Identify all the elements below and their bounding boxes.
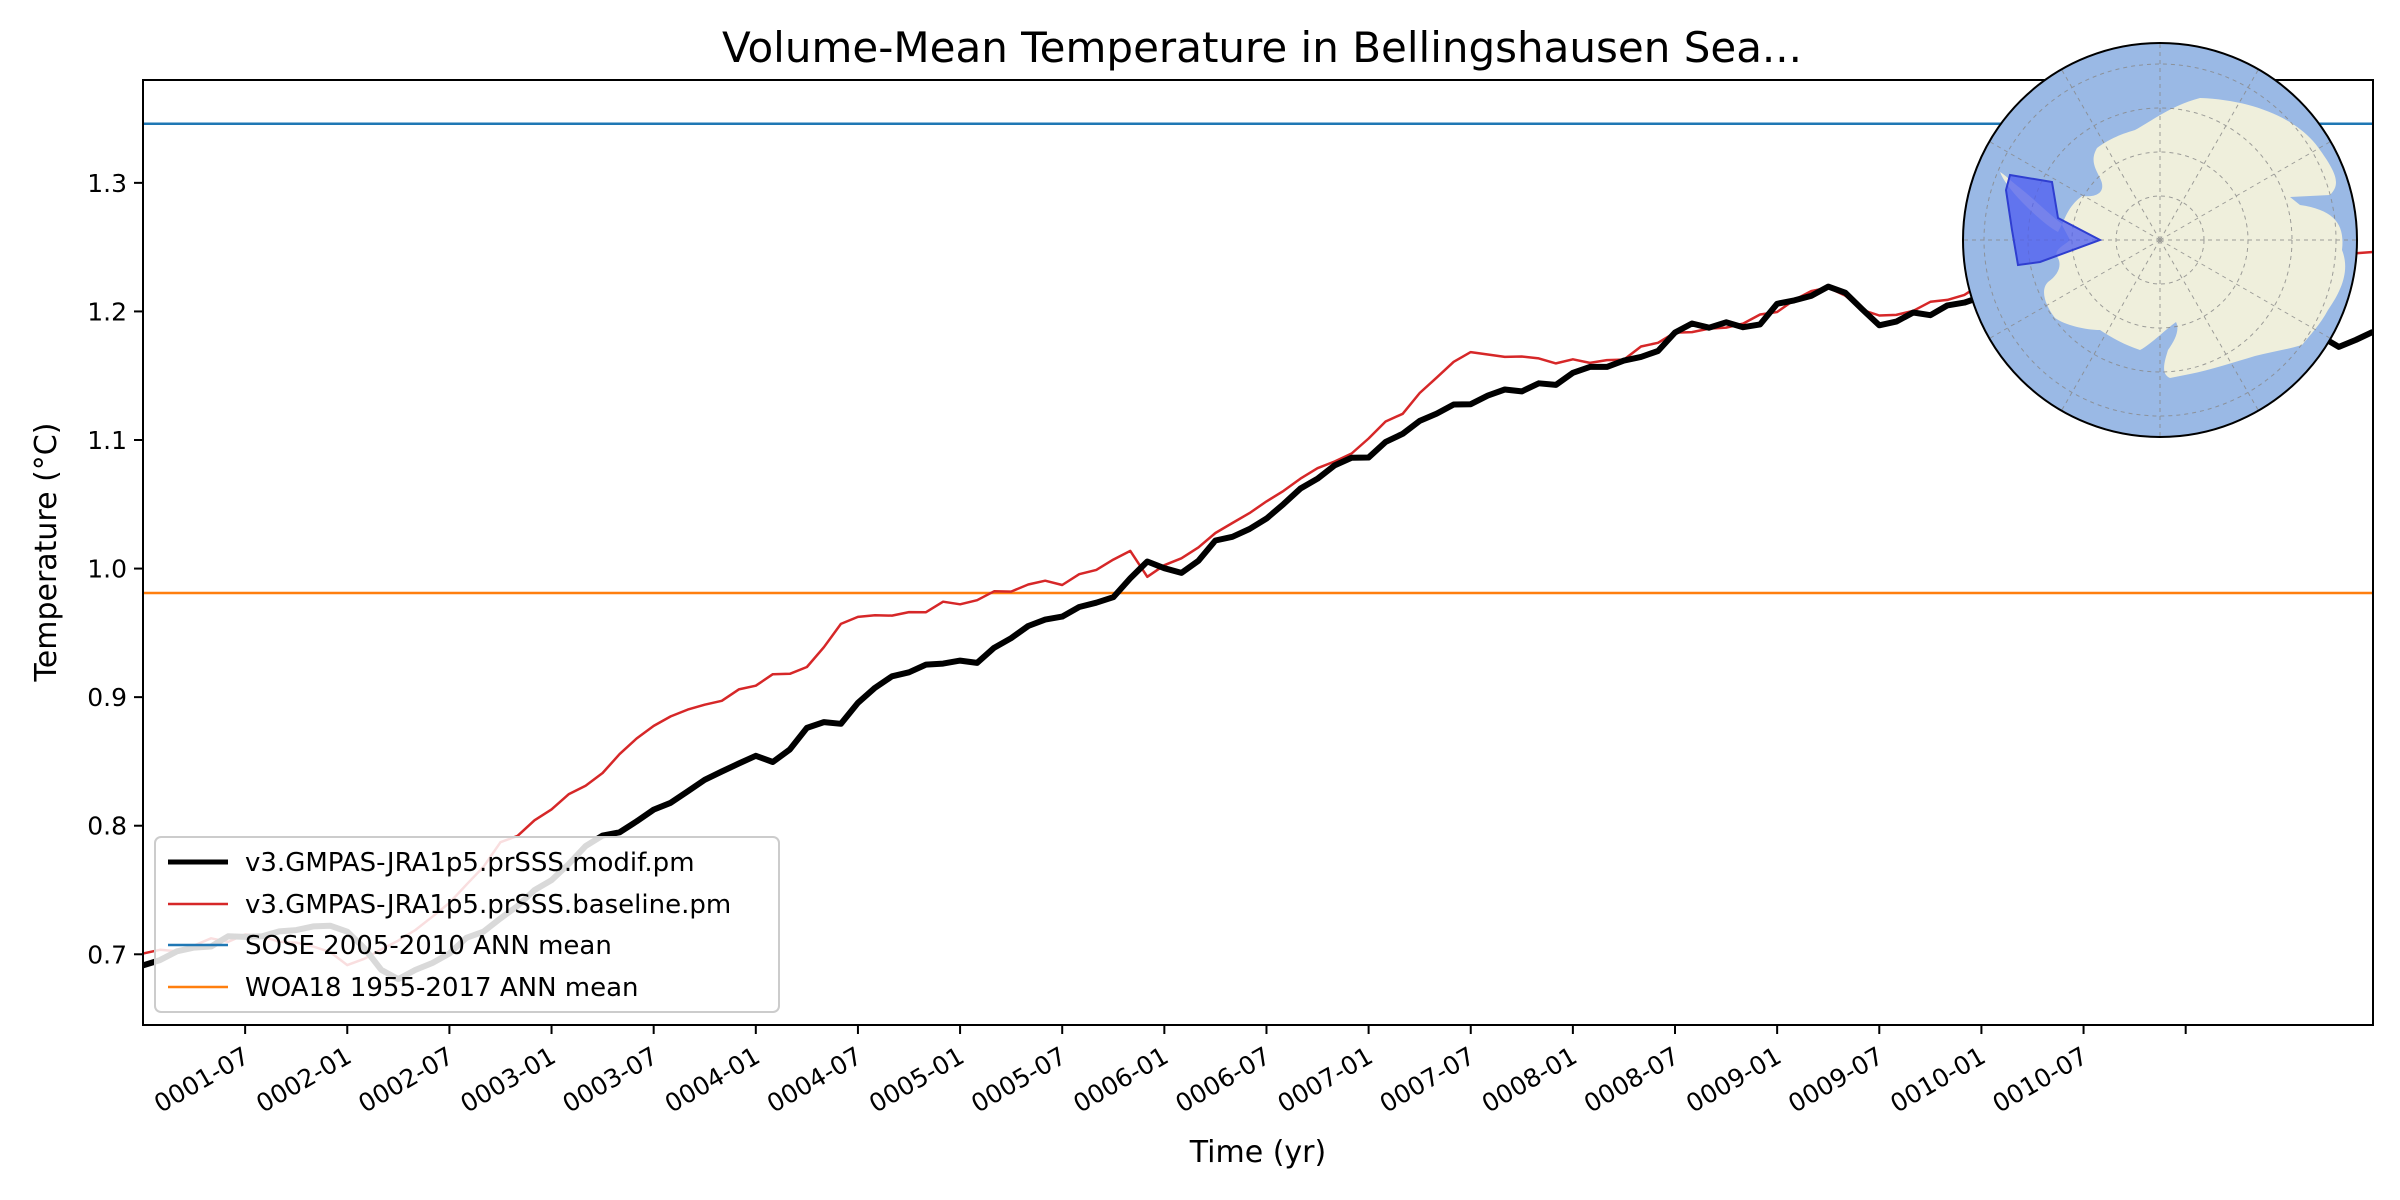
y-tick-label: 0.8 [87, 812, 127, 841]
map-content [1963, 43, 2357, 437]
legend: v3.GMPAS-JRA1p5.prSSS.modif.pm v3.GMPAS-… [154, 836, 780, 1013]
legend-label-sose: SOSE 2005-2010 ANN mean [245, 931, 612, 961]
graticule-meridian [2061, 69, 2161, 241]
antarctica-landmass [2044, 98, 2346, 378]
legend-box [154, 836, 780, 1013]
bellingshausen-sea-region [2004, 173, 2103, 267]
x-axis-label: Time (yr) [1189, 1135, 1326, 1170]
y-tick-label: 1.3 [87, 169, 127, 198]
graticule-meridian [2159, 141, 2331, 241]
y-axis-label: Temperature (°C) [29, 423, 64, 683]
plot-frame [142, 79, 2374, 1026]
graticule-meridian [1989, 239, 2161, 339]
y-axis: 0.7 0.8 0.9 1.0 1.1 1.2 1.3 [87, 169, 143, 969]
graticule-meridian [2159, 239, 2331, 339]
y-tick-label: 0.9 [87, 683, 127, 712]
graticule-meridian [1989, 141, 2161, 241]
y-tick-label: 0.7 [87, 940, 127, 969]
graticule-meridian [2061, 239, 2161, 411]
inset-map [1962, 42, 2358, 438]
legend-label-woa18: WOA18 1955-2017 ANN mean [245, 973, 639, 1003]
legend-label-modif: v3.GMPAS-JRA1p5.prSSS.modif.pm [245, 848, 695, 878]
y-tick-label: 1.0 [87, 555, 127, 584]
chart-title: Volume-Mean Temperature in Bellingshause… [722, 23, 1802, 72]
graticule-meridian [2159, 239, 2259, 411]
y-tick-label: 1.2 [87, 297, 127, 326]
map-graticule [1963, 43, 2357, 437]
y-tick-label: 1.1 [87, 426, 127, 455]
graticule-meridian [2159, 69, 2259, 241]
map-outline [1962, 42, 2358, 438]
legend-label-baseline: v3.GMPAS-JRA1p5.prSSS.baseline.pm [245, 890, 731, 920]
